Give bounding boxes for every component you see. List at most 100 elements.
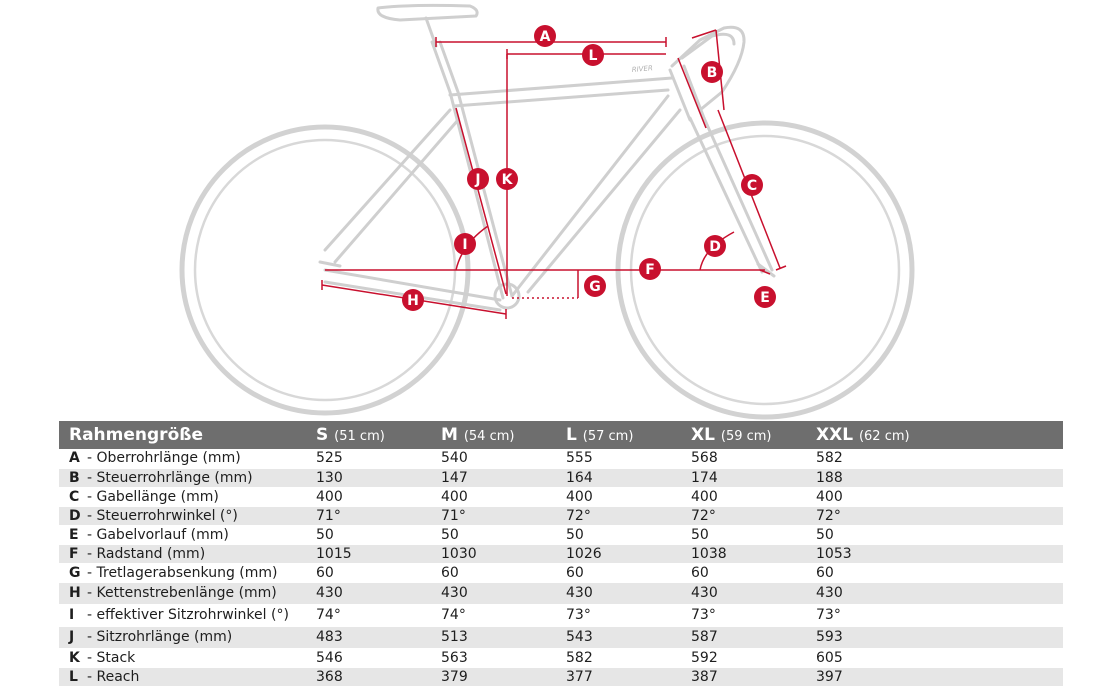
svg-text:E: E <box>760 290 770 306</box>
param-letter: G <box>69 564 81 581</box>
svg-text:B: B <box>707 65 718 81</box>
value-cell: 74° <box>316 607 341 623</box>
param-letter: H <box>69 585 81 601</box>
value-cell: 1026 <box>566 545 602 562</box>
table-row: H - Kettenstrebenlänge (mm) 430 430 430 430 43… <box>59 582 1063 604</box>
svg-text:H: H <box>407 293 419 309</box>
header-frame-size: Rahmengröße <box>69 425 203 445</box>
value-cell: 582 <box>816 450 843 467</box>
value-cell: 60 <box>316 564 334 581</box>
value-cell: 430 <box>441 585 468 601</box>
param-letter: B <box>69 469 80 486</box>
frame-logo: RIVER <box>631 64 653 74</box>
table-row: B - Steuerrohrlänge (mm) 130 147 164 174 188 <box>59 468 1063 487</box>
value-cell: 1015 <box>316 545 352 562</box>
value-cell: 50 <box>441 526 459 543</box>
table-row: G - Tretlagerabsenkung (mm) 60 60 60 60 60 <box>59 563 1063 582</box>
value-cell: 147 <box>441 469 468 486</box>
header-size-xxl: XXL (62 cm) <box>816 425 910 445</box>
bike-frame <box>318 3 776 312</box>
param-label: - Gabelvorlauf (mm) <box>87 526 229 543</box>
svg-text:J: J <box>474 172 480 188</box>
value-cell: 164 <box>566 469 593 486</box>
param-label: - Steuerrohrwinkel (°) <box>87 507 238 524</box>
svg-text:C: C <box>747 178 757 194</box>
badge-i: I <box>454 233 476 255</box>
value-cell: 543 <box>566 629 593 645</box>
value-cell: 74° <box>441 607 466 623</box>
badge-k: K <box>496 168 518 190</box>
badge-j: J <box>467 168 489 190</box>
param-cell: L - Reach <box>59 667 316 686</box>
value-cell: 400 <box>316 488 343 505</box>
value-cell: 568 <box>691 450 718 467</box>
param-label: - effektiver Sitzrohrwinkel (°) <box>87 607 289 623</box>
value-cell: 593 <box>816 629 843 645</box>
table-row: I - effektiver Sitzrohrwinkel (°) 74° 74° 73… <box>59 604 1063 626</box>
value-cell: 60 <box>566 564 584 581</box>
value-cell: 71° <box>441 507 466 524</box>
badge-b: B <box>701 61 723 83</box>
table-row: E - Gabelvorlauf (mm) 50 50 50 50 50 <box>59 525 1063 544</box>
param-label: - Reach <box>87 668 140 685</box>
param-letter: A <box>69 450 80 467</box>
value-cell: 400 <box>441 488 468 505</box>
value-cell: 368 <box>316 668 343 685</box>
value-cell: 72° <box>566 507 591 524</box>
badge-g: G <box>584 275 606 297</box>
value-cell: 1038 <box>691 545 727 562</box>
param-label: - Tretlagerabsenkung (mm) <box>87 564 278 581</box>
param-cell: I - effektiver Sitzrohrwinkel (°) <box>59 604 316 626</box>
badge-h: H <box>402 289 424 311</box>
table-row: A - Oberrohrlänge (mm) 525 540 555 568 582 <box>59 449 1063 468</box>
value-cell: 188 <box>816 469 843 486</box>
param-label: - Stack <box>87 649 136 666</box>
param-cell: J - Sitzrohrlänge (mm) <box>59 626 316 648</box>
value-cell: 546 <box>316 649 343 666</box>
value-cell: 400 <box>816 488 843 505</box>
param-cell: G - Tretlagerabsenkung (mm) <box>59 563 316 582</box>
param-cell: H - Kettenstrebenlänge (mm) <box>59 582 316 604</box>
param-label: - Steuerrohrlänge (mm) <box>87 469 253 486</box>
value-cell: 73° <box>566 607 591 623</box>
value-cell: 430 <box>566 585 593 601</box>
svg-text:G: G <box>589 279 601 295</box>
param-cell: D - Steuerrohrwinkel (°) <box>59 506 316 525</box>
badge-a: A <box>534 25 556 47</box>
table-row: J - Sitzrohrlänge (mm) 483 513 543 587 593 <box>59 626 1063 648</box>
header-size-s: S (51 cm) <box>316 425 385 445</box>
param-letter: E <box>69 526 79 543</box>
value-cell: 50 <box>316 526 334 543</box>
value-cell: 430 <box>816 585 843 601</box>
param-letter: F <box>69 545 79 562</box>
value-cell: 592 <box>691 649 718 666</box>
value-cell: 563 <box>441 649 468 666</box>
value-cell: 73° <box>691 607 716 623</box>
param-cell: A - Oberrohrlänge (mm) <box>59 449 316 468</box>
table-row: C - Gabellänge (mm) 400 400 400 400 400 <box>59 487 1063 506</box>
param-cell: B - Steuerrohrlänge (mm) <box>59 468 316 487</box>
value-cell: 60 <box>441 564 459 581</box>
value-cell: 400 <box>566 488 593 505</box>
table-row: K - Stack 546 563 582 592 605 <box>59 648 1063 667</box>
param-letter: I <box>69 607 75 623</box>
value-cell: 397 <box>816 668 843 685</box>
value-cell: 60 <box>691 564 709 581</box>
svg-text:D: D <box>709 239 721 255</box>
svg-text:I: I <box>462 237 467 253</box>
header-size-xl: XL (59 cm) <box>691 425 772 445</box>
param-label: - Oberrohrlänge (mm) <box>87 450 241 467</box>
param-letter: J <box>69 629 75 645</box>
value-cell: 73° <box>816 607 841 623</box>
bike-geometry-diagram: RIVER A <box>179 3 915 420</box>
value-cell: 483 <box>316 629 343 645</box>
value-cell: 400 <box>691 488 718 505</box>
value-cell: 50 <box>691 526 709 543</box>
value-cell: 430 <box>691 585 718 601</box>
param-label: - Radstand (mm) <box>87 545 206 562</box>
badge-e: E <box>754 286 776 308</box>
value-cell: 582 <box>566 649 593 666</box>
header-size-m: M (54 cm) <box>441 425 515 445</box>
value-cell: 1053 <box>816 545 852 562</box>
param-cell: E - Gabelvorlauf (mm) <box>59 525 316 544</box>
